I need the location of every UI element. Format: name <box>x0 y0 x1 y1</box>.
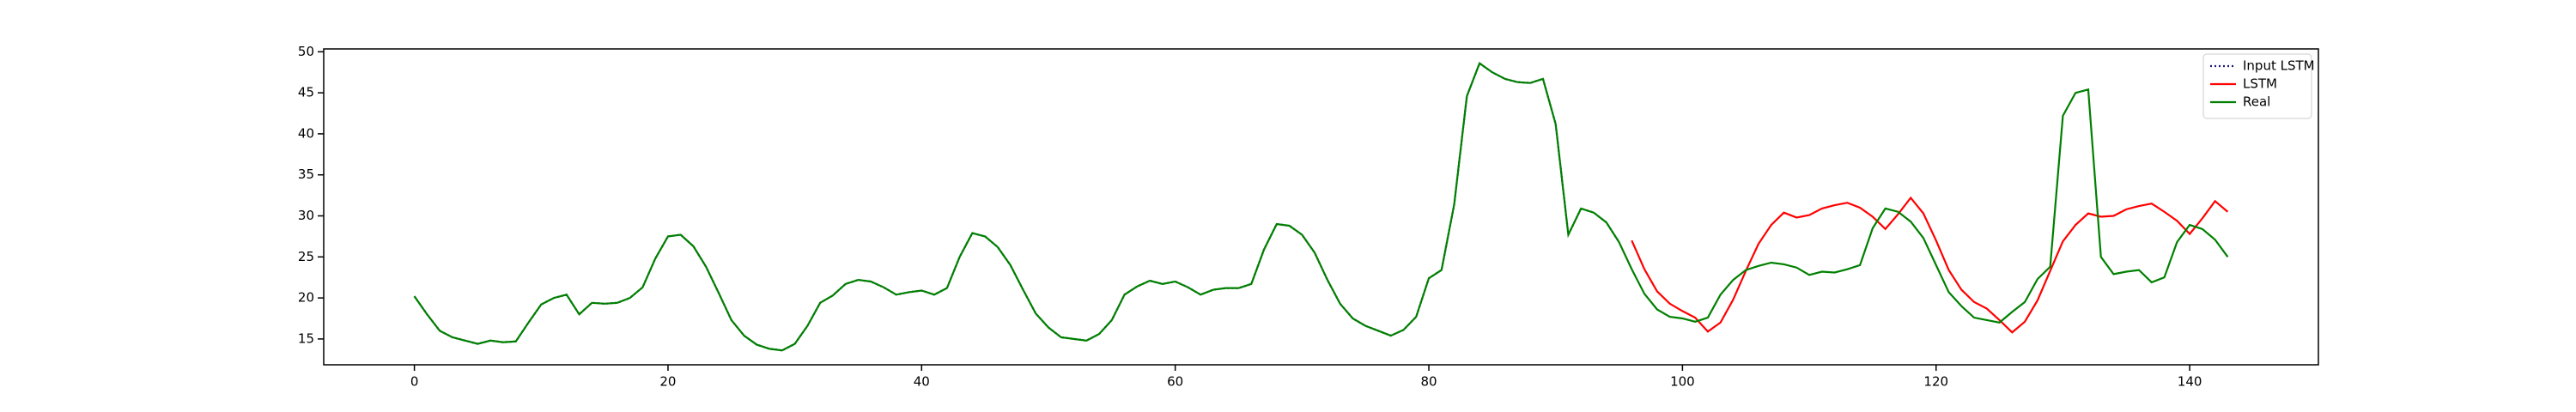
series-line <box>413 62 1620 352</box>
plot-frame <box>323 48 2319 366</box>
y-tick-label: 20 <box>298 290 314 306</box>
series-line <box>1631 196 2229 334</box>
x-tick-label: 60 <box>1167 374 1183 390</box>
x-tick-label: 140 <box>2178 374 2202 390</box>
x-tick-label: 80 <box>1420 374 1437 390</box>
x-tick-label: 0 <box>410 374 419 390</box>
x-tick-label: 20 <box>659 374 676 390</box>
legend-label: Real <box>2243 94 2270 110</box>
legend-label: LSTM <box>2243 76 2277 92</box>
y-tick-label: 35 <box>298 167 314 182</box>
legend-label: Input LSTM <box>2243 58 2315 74</box>
x-tick-label: 40 <box>914 374 930 390</box>
y-tick-label: 50 <box>298 44 314 59</box>
x-tick-label: 120 <box>1923 374 1948 390</box>
y-tick-label: 40 <box>298 125 314 141</box>
y-tick-label: 30 <box>298 208 314 223</box>
x-tick-label: 100 <box>1670 374 1695 390</box>
series-line <box>413 62 2229 352</box>
y-tick-label: 25 <box>298 249 314 264</box>
y-tick-label: 45 <box>298 85 314 100</box>
y-tick-label: 15 <box>298 330 314 346</box>
